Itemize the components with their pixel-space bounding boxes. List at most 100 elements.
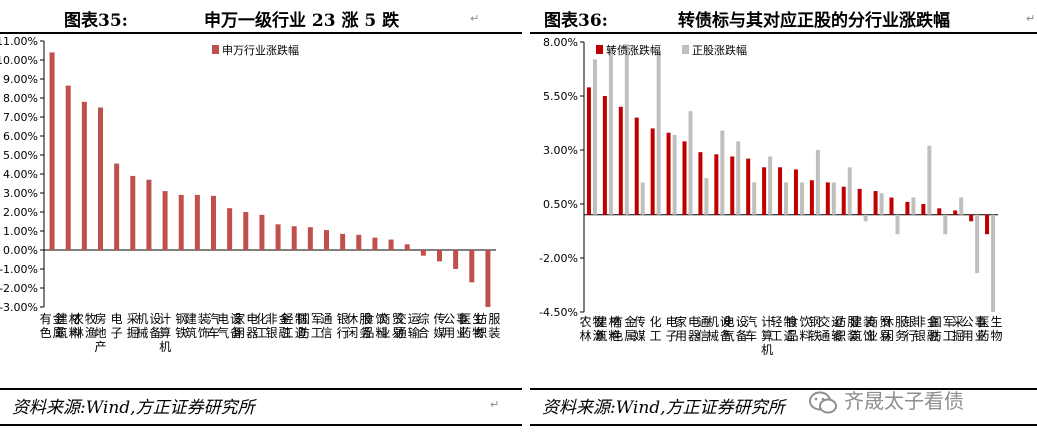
- right-chart-bar-2: [672, 134, 677, 215]
- right-chart-bar-2: [943, 214, 948, 235]
- right-chart-y-tick-label: 3.00%: [543, 144, 578, 157]
- right-chart-category-label: 国防军工: [930, 315, 955, 343]
- left-chart-bar-1: [420, 250, 426, 256]
- right-chart-bar-2: [784, 182, 789, 215]
- left-chart-y-tick-label: 5.00%: [3, 149, 38, 162]
- right-chart-bar-2: [879, 193, 884, 215]
- right-chart-bar-1: [921, 204, 926, 215]
- right-chart-category-label: 公用事业: [962, 315, 987, 343]
- left-chart-y-tick-label: 1.00%: [3, 225, 38, 238]
- watermark-text: 齐晟太子看债: [844, 389, 964, 413]
- left-chart-bar-1: [324, 230, 329, 250]
- right-chart-bar-1: [809, 180, 814, 215]
- right-chart-bar-1: [682, 141, 687, 215]
- left-chart-bar-1: [178, 194, 184, 250]
- right-chart-category-label: 商业贸易: [866, 314, 891, 343]
- right-source-note: 资料来源:Wind,方正证券研究所: [542, 398, 785, 418]
- right-chart-y-tick-label: 0.50%: [543, 198, 578, 211]
- right-chart-bar-2: [736, 141, 741, 215]
- right-chart-bar-2: [768, 156, 773, 215]
- left-chart-bar-1: [211, 195, 216, 250]
- left-chart-y-tick-label: 10.00%: [0, 54, 38, 67]
- right-chart-category-label: 交通运输: [818, 314, 843, 343]
- right-chart-bar-1: [714, 154, 719, 215]
- left-chart-y-tick-label: -2.00%: [0, 282, 38, 295]
- left-chart-category-label: 食品饮料: [362, 311, 387, 340]
- right-chart-bar-1: [602, 96, 607, 215]
- right-bottom-rule: [530, 388, 1037, 390]
- right-chart-bar-1: [969, 214, 974, 222]
- left-chart-category-label: 建筑装饰: [185, 312, 210, 340]
- left-chart-category-label: 汽车: [207, 311, 219, 340]
- left-chart-bar-1: [275, 224, 281, 250]
- left-chart-category-label: 钢铁: [175, 312, 187, 340]
- right-chart-bar-1: [889, 197, 894, 215]
- left-chart-bar-1: [259, 214, 265, 250]
- right-chart-bar-2: [991, 214, 996, 312]
- right-chart-bar-2: [959, 197, 964, 215]
- left-figure: 图表35: 申万一级行业 23 涨 5 跌 ↵ 11.00% 10.00% 9.00…: [0, 4, 522, 426]
- left-chart-bar-1: [340, 233, 346, 250]
- right-chart-bar-1: [698, 152, 703, 215]
- right-chart-bar-1: [730, 156, 735, 215]
- left-end-rule: [0, 424, 522, 426]
- right-chart-category-label: 通信: [697, 315, 709, 343]
- left-chart-category-label: 医药生物: [459, 312, 484, 340]
- left-chart-bar-1: [162, 191, 168, 250]
- left-figure-title: 申万一级行业 23 涨 5 跌: [204, 11, 400, 31]
- left-chart-bar-1: [485, 250, 491, 307]
- right-chart-bar-2: [911, 197, 916, 215]
- right-chart-bar-2: [688, 111, 693, 215]
- left-chart-bar-1: [81, 101, 87, 250]
- return-mark-icon: ↵: [490, 398, 500, 411]
- left-chart-bar-1: [243, 212, 249, 250]
- right-chart-bar-2: [895, 214, 900, 235]
- right-chart-bar-2: [656, 52, 661, 215]
- right-chart-category-label: 机械设备: [707, 315, 732, 343]
- left-chart-y-tick-label: 0.00%: [3, 244, 38, 257]
- right-chart-bar-1: [793, 169, 798, 215]
- left-chart-category-label: 传媒: [433, 311, 445, 340]
- right-chart-bar-2: [799, 182, 804, 215]
- right-chart-bar-2: [863, 214, 868, 222]
- left-chart-category-label: 商业贸易: [379, 311, 404, 340]
- left-header: 图表35: 申万一级行业 23 涨 5 跌 ↵: [0, 4, 522, 31]
- right-chart-legend-swatch: [682, 45, 689, 54]
- right-chart-bar-1: [857, 188, 862, 215]
- left-chart-bar-1: [356, 234, 362, 250]
- right-chart-category-label: 医药生物: [978, 315, 1003, 343]
- right-chart-category-label: 化工: [650, 315, 662, 343]
- left-chart-bar-1: [194, 194, 200, 250]
- right-chart-bar-1: [762, 167, 767, 215]
- right-chart-category-label: 传媒: [634, 314, 646, 343]
- left-chart-legend-label: 申万行业涨跌幅: [222, 43, 299, 57]
- left-chart-category-label: 非银金融: [266, 311, 291, 340]
- left-chart-category-label: 化工: [256, 312, 268, 340]
- right-chart-bar-1: [650, 128, 655, 215]
- right-chart-category-label: 银行: [904, 315, 916, 343]
- left-chart-category-label: 纺织服装: [475, 312, 500, 340]
- right-figure-title: 转债标与其对应正股的分行业涨跌幅: [678, 11, 950, 31]
- left-chart-bar-1: [388, 239, 394, 250]
- left-chart-bar-1: [307, 227, 313, 250]
- right-chart-bar-2: [975, 214, 980, 274]
- right-chart-bar-1: [778, 167, 783, 215]
- left-chart-bar-1: [404, 244, 410, 250]
- left-chart-bar-1: [227, 208, 233, 250]
- left-chart-bar-1: [469, 250, 475, 283]
- watermark: 齐晟太子看债: [808, 385, 964, 419]
- left-top-rule: [0, 32, 522, 34]
- left-chart-bar-1: [130, 175, 136, 250]
- left-chart-category-label: 银行: [337, 312, 349, 340]
- right-chart-bar-1: [953, 210, 958, 215]
- right-chart-category-label: 家用电器: [675, 314, 700, 343]
- right-chart-legend-swatch: [596, 45, 603, 54]
- left-figure-number: 图表35:: [64, 11, 128, 31]
- wechat-logo-icon: [809, 391, 837, 413]
- right-chart-bar-2: [640, 182, 645, 215]
- right-chart-category-label: 电子: [666, 315, 678, 343]
- left-chart-y-tick-label: 7.00%: [3, 111, 38, 124]
- left-chart-category-label: 农林牧渔: [72, 312, 97, 340]
- right-chart-category-label: 钢铁: [809, 315, 821, 343]
- left-chart-y-tick-label: 2.00%: [3, 206, 38, 219]
